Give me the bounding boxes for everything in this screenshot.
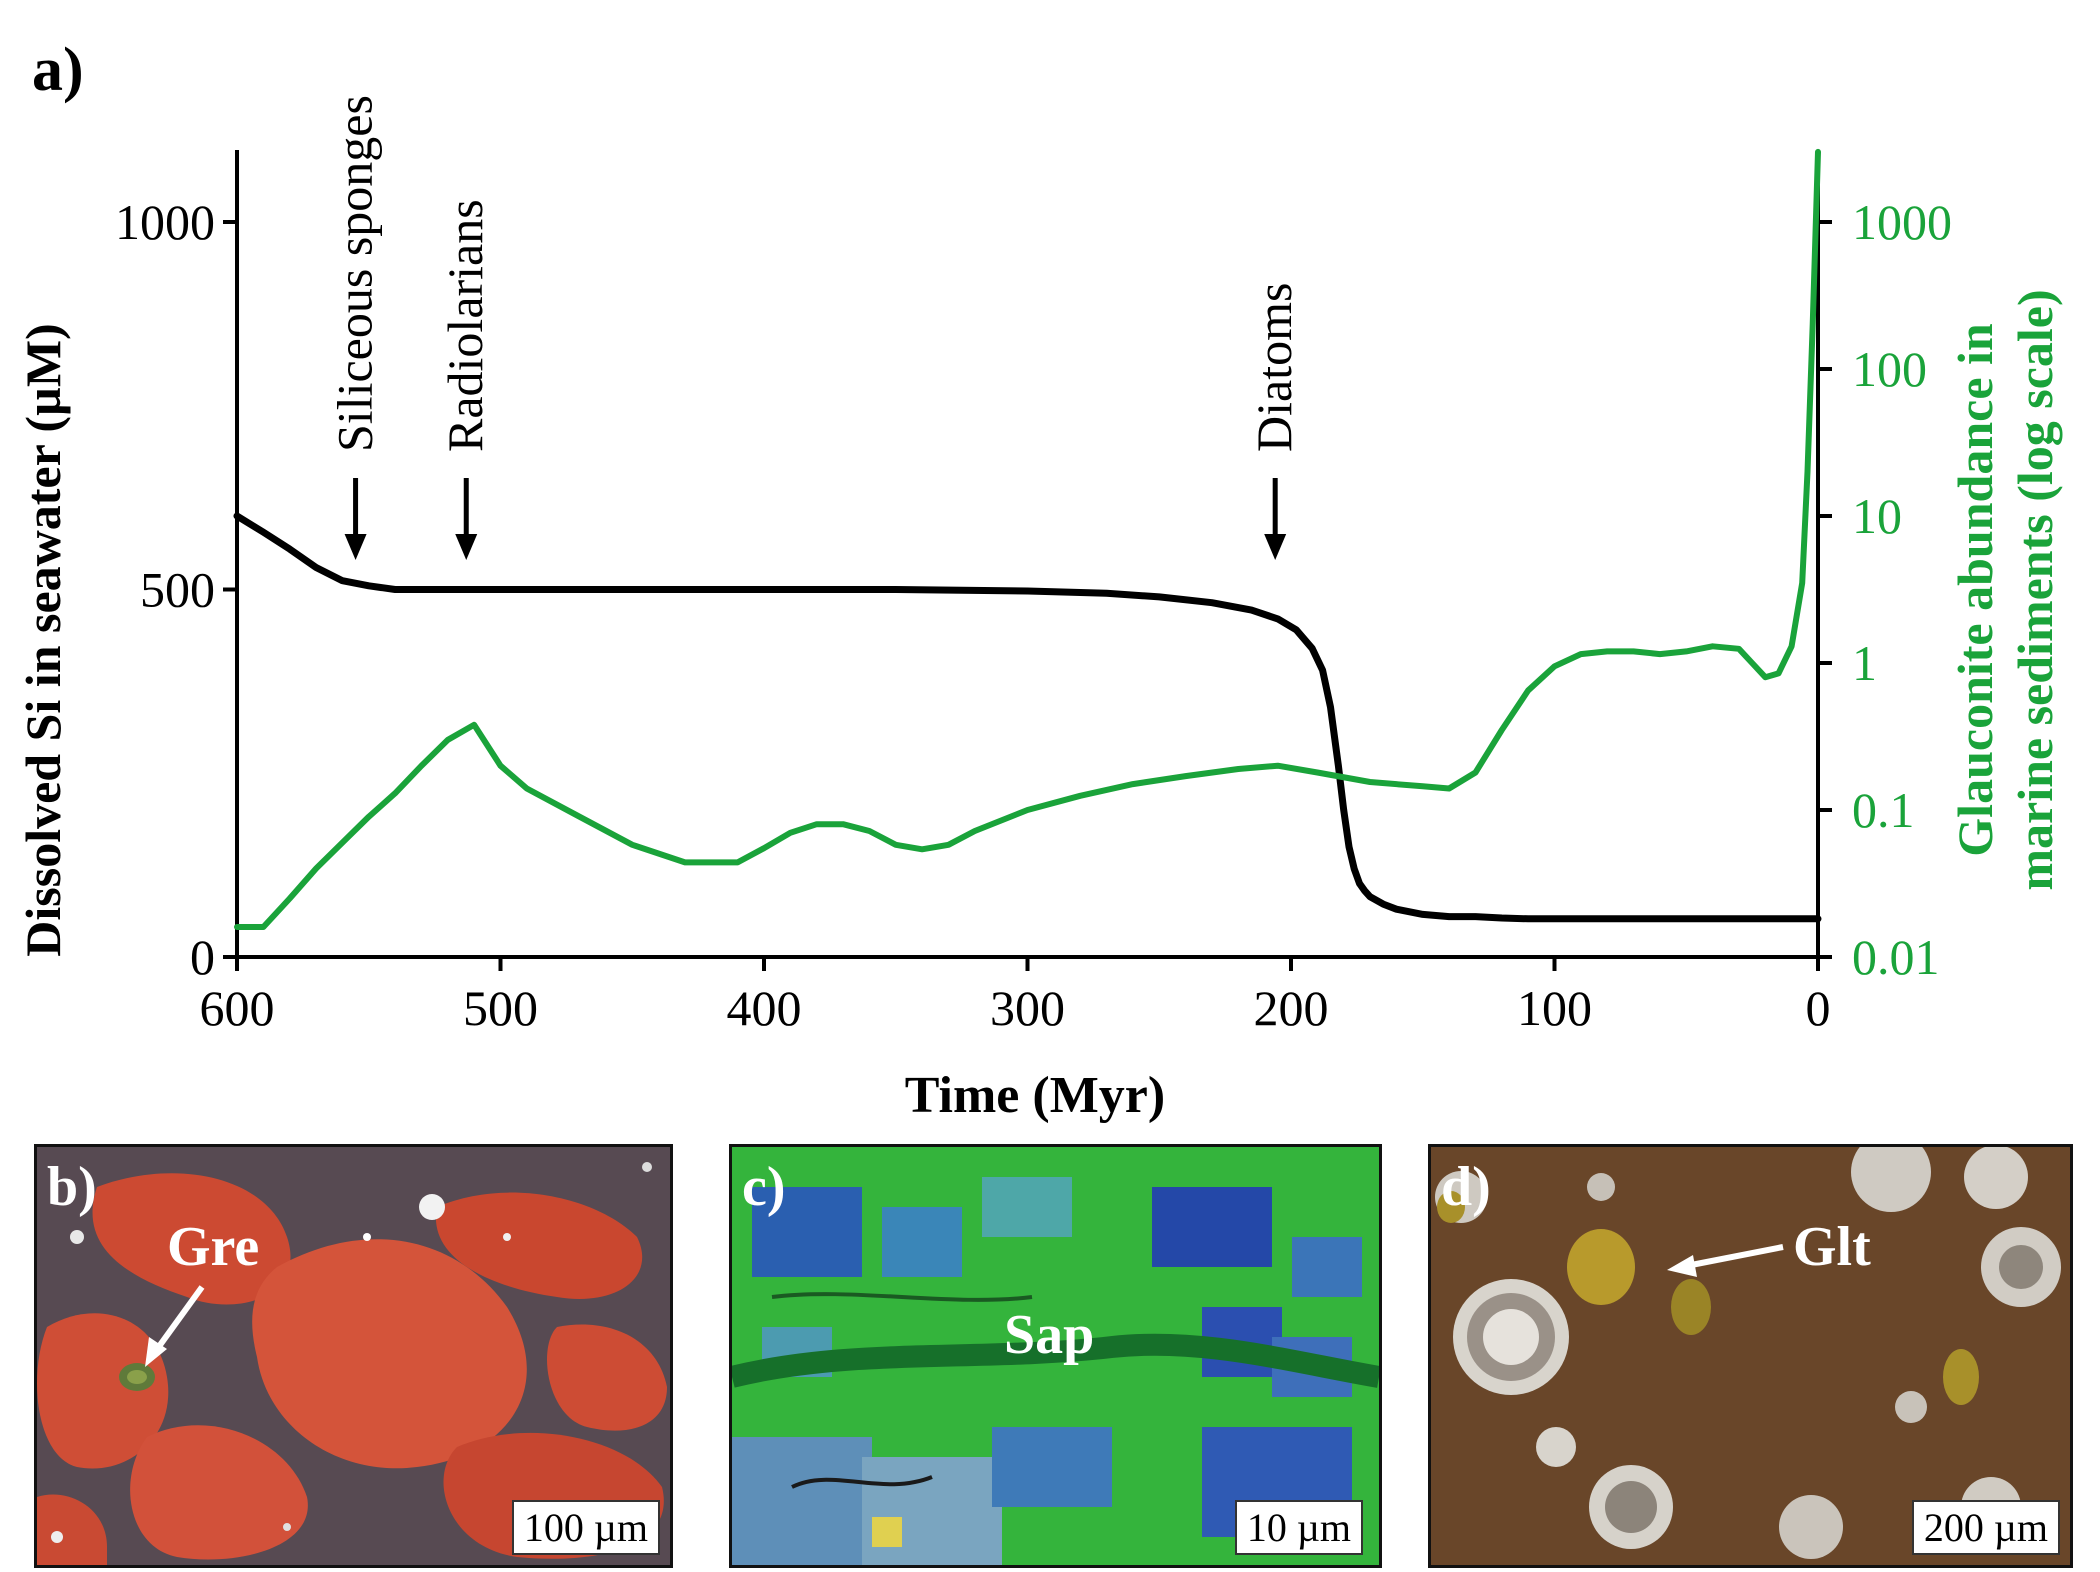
y-axis-label: Dissolved Si in seawater (µM) [15, 323, 71, 956]
y-tick-label: 0 [190, 929, 215, 985]
greenalite-label: Gre [167, 1216, 260, 1278]
x-tick-label: 300 [990, 980, 1065, 1036]
y2-tick-label: 0.01 [1852, 929, 1940, 985]
y-tick-label: 500 [140, 562, 215, 618]
x-tick-label: 500 [463, 980, 538, 1036]
y2-tick-label: 1 [1852, 635, 1877, 691]
chart-annotations: Siliceous sponges Radiolarians Diatoms [327, 95, 1302, 560]
y-tick-label: 1000 [115, 194, 215, 250]
annotation-arrow-head [344, 534, 367, 560]
scale-bar-b: 100 µm [511, 1500, 660, 1555]
y2-tick-label: 10 [1852, 488, 1902, 544]
glauconite-arrow [1667, 1244, 1784, 1277]
x-tick-label: 400 [727, 980, 802, 1036]
dissolved-si-line [233, 512, 1822, 923]
annotation-arrow-head [1264, 534, 1287, 560]
saponite-label: Sap [1004, 1304, 1095, 1366]
panel-a-letter: a) [32, 36, 84, 104]
micrograph-panel-c: c) Sap 10 µm [729, 1144, 1382, 1568]
panel-c-letter: c) [742, 1156, 786, 1218]
annotation-arrow-head [455, 534, 478, 560]
greenalite-arrow [145, 1285, 205, 1367]
glauconite-micrograph [1431, 1147, 2070, 1565]
scale-bar-c: 10 µm [1234, 1500, 1363, 1555]
micrograph-panel-b: b) Gre 100 µm [34, 1144, 673, 1568]
x-tick-label: 600 [200, 980, 275, 1036]
glauconite-line [234, 148, 1821, 930]
annotation-label: Radiolarians [437, 199, 493, 452]
annotation-label: Siliceous sponges [327, 95, 383, 452]
x-tick-label: 100 [1517, 980, 1592, 1036]
glauconite-label: Glt [1793, 1216, 1871, 1278]
panel-b-letter: b) [47, 1156, 97, 1218]
greenalite-micrograph [37, 1147, 670, 1565]
y2-axis-label-line2: marine sediments (log scale) [2007, 289, 2063, 890]
annotation-label: Diatoms [1246, 283, 1302, 452]
saponite-micrograph [732, 1147, 1379, 1565]
x-axis-label: Time (Myr) [905, 1067, 1165, 1124]
x-tick-label: 0 [1806, 980, 1831, 1036]
panel-d-letter: d) [1441, 1156, 1491, 1218]
y2-axis-label-line1: Glauconite abundance in [1947, 323, 2003, 857]
chart-series [233, 148, 1822, 930]
chart-axes: 600 500 400 300 200 100 0050010000.010.1110100… [115, 150, 1952, 1036]
y2-tick-label: 100 [1852, 341, 1927, 397]
micrograph-panel-d: d) Glt 200 µm [1428, 1144, 2073, 1568]
x-tick-label: 200 [1254, 980, 1329, 1036]
y2-tick-label: 1000 [1852, 194, 1952, 250]
y2-tick-label: 0.1 [1852, 782, 1915, 838]
scale-bar-d: 200 µm [1911, 1500, 2060, 1555]
